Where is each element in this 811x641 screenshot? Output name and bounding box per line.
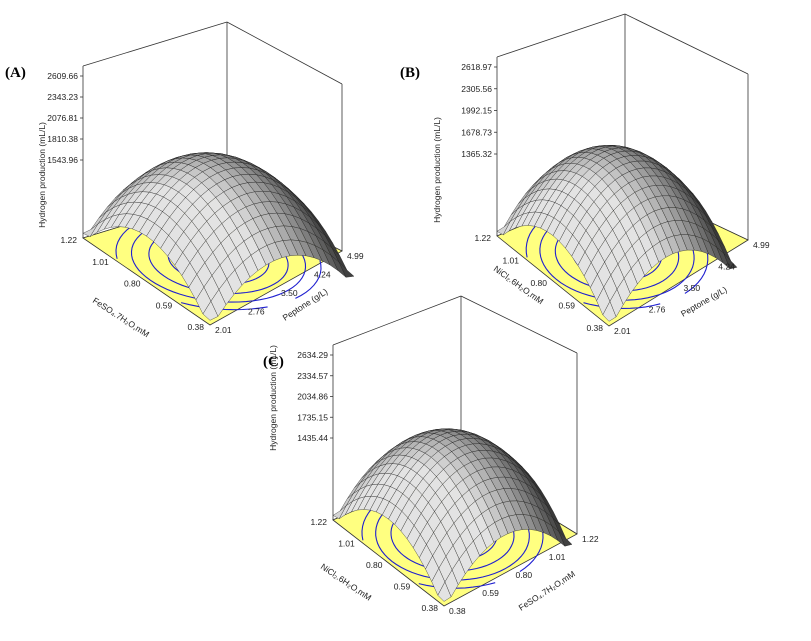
panel-b-z-tick-label: 2618.97	[461, 62, 492, 72]
panel-b-z-ticks: 1365.32 1678.73 1992.15 2305.56 2618.97	[461, 62, 497, 159]
panel-b-x-tick-label: 1.01	[502, 256, 519, 266]
panel-c-y-tick-label: 1.01	[549, 552, 566, 562]
panel-c-z-tick-label: 1735.15	[297, 412, 328, 422]
panel-b-back-edge-right	[624, 13, 749, 75]
panel-a-label: (A)	[5, 65, 26, 81]
panel-a-y-tick-label: 2.76	[248, 307, 265, 317]
panel-a-z-ticks: 1543.96 1810.38 2076.81 2343.23 2609.66	[47, 71, 83, 165]
panel-a-surface	[82, 152, 355, 321]
panel-b-y-tick-label: 4.24	[718, 262, 735, 272]
panel-c-y-tick-label: 0.38	[449, 606, 466, 616]
panel-a-y-tick-label: 3.50	[281, 288, 298, 298]
panel-b-surface-facet	[602, 300, 617, 322]
panel-a-z-tick-label: 2343.23	[47, 92, 78, 102]
panel-b-floor-ticks: 1.22 1.01 0.80 0.59 0.38 2.01 2.76 3.50 4.24 4.99	[474, 233, 769, 336]
panel-a-z-axis-title: Hydrogen production (mL/L)	[37, 122, 47, 228]
panel-a-z-tick-label: 2609.66	[47, 71, 78, 81]
panel-a: (A) 1543.961810.382076.812343.232609.661…	[5, 21, 364, 339]
panel-c-x-tick-label: 0.38	[421, 603, 438, 613]
panel-c-label: (C)	[263, 354, 284, 370]
panel-a-x-tick-label: 0.38	[187, 322, 204, 332]
panel-b-x-tick-label: 0.38	[586, 323, 603, 333]
panel-a-x-tick-label: 1.01	[92, 257, 109, 267]
panel-b-x-tick-label: 1.22	[474, 233, 491, 243]
panel-c-back-edge-right	[460, 295, 578, 354]
panel-a-back-edge-right	[226, 21, 343, 85]
panel-c-z-axis-title: Hydrogen production (mL/L)	[268, 345, 278, 451]
panel-c-z-tick-label: 2334.57	[297, 371, 328, 381]
panel-c-z-ticks: 1435.44 1735.15 2034.86 2334.57 2634.29	[297, 350, 333, 443]
panel-b-z-tick-label: 2305.56	[461, 84, 492, 94]
panel-b-x-tick-label: 0.59	[558, 301, 575, 311]
panel-c-x-tick-label: 1.22	[310, 517, 327, 527]
panel-b-z-tick-label: 1678.73	[461, 127, 492, 137]
panel-a-back-edge-left	[82, 21, 228, 67]
panel-a-surface-facet	[202, 300, 219, 321]
panel-a-y-tick-label: 2.01	[215, 325, 232, 335]
panel-b-z-tick-label: 1992.15	[461, 106, 492, 116]
panel-c-floor-ticks: 1.22 1.01 0.80 0.59 0.38 0.38 0.59 0.80 1.01 1.22	[310, 517, 598, 616]
panel-b-y-tick-label: 2.76	[649, 305, 666, 315]
panel-c-x-tick-label: 0.59	[394, 582, 411, 592]
panel-c-y-tick-label: 1.22	[582, 534, 599, 544]
panel-a-x-tick-label: 0.80	[124, 279, 141, 289]
panel-c-z-tick-label: 2034.86	[297, 392, 328, 402]
panel-c-y-tick-label: 0.59	[482, 588, 499, 598]
panel-a-floor-ticks: 1.22 1.01 0.80 0.59 0.38 2.01 2.76 3.50 4.24 4.99	[60, 235, 363, 335]
panel-c-surface-facet	[437, 581, 452, 602]
panel-b-y-tick-label: 2.01	[614, 326, 631, 336]
panel-b-surface	[496, 145, 738, 322]
panel-b: (B) 1365.321678.731992.152305.562618.971…	[400, 13, 770, 336]
panel-a-z-tick-label: 1543.96	[47, 155, 78, 165]
panel-b-back-edge-left	[496, 13, 626, 58]
panel-c-y-tick-label: 0.80	[516, 570, 533, 580]
panel-b-label: (B)	[400, 65, 420, 81]
panel-a-x-tick-label: 1.22	[60, 235, 77, 245]
panel-a-y-tick-label: 4.24	[314, 270, 331, 280]
panel-b-z-axis-title: Hydrogen production (mL/L)	[432, 117, 442, 223]
panel-c-z-tick-label: 1435.44	[297, 433, 328, 443]
panel-c-x-tick-label: 0.80	[366, 560, 383, 570]
panel-b-y-tick-label: 4.99	[753, 240, 770, 250]
panel-b-z-tick-label: 1365.32	[461, 149, 492, 159]
panel-c-z-tick-label: 2634.29	[297, 350, 328, 360]
panel-c-x-tick-label: 1.01	[338, 539, 355, 549]
panel-a-x-axis-title: FeSO₄.7H₂O,mM	[91, 295, 151, 339]
panel-c: (C) 1435.441735.152034.862334.572634.291…	[263, 295, 599, 616]
panel-a-z-tick-label: 1810.38	[47, 134, 78, 144]
panel-c-back-edge-left	[332, 295, 462, 346]
panel-a-x-tick-label: 0.59	[156, 300, 173, 310]
panel-b-x-tick-label: 0.80	[530, 278, 547, 288]
panel-b-y-tick-label: 3.50	[684, 283, 701, 293]
panel-c-surface	[332, 428, 573, 602]
panel-a-y-tick-label: 4.99	[347, 251, 364, 261]
panel-a-z-tick-label: 2076.81	[47, 113, 78, 123]
